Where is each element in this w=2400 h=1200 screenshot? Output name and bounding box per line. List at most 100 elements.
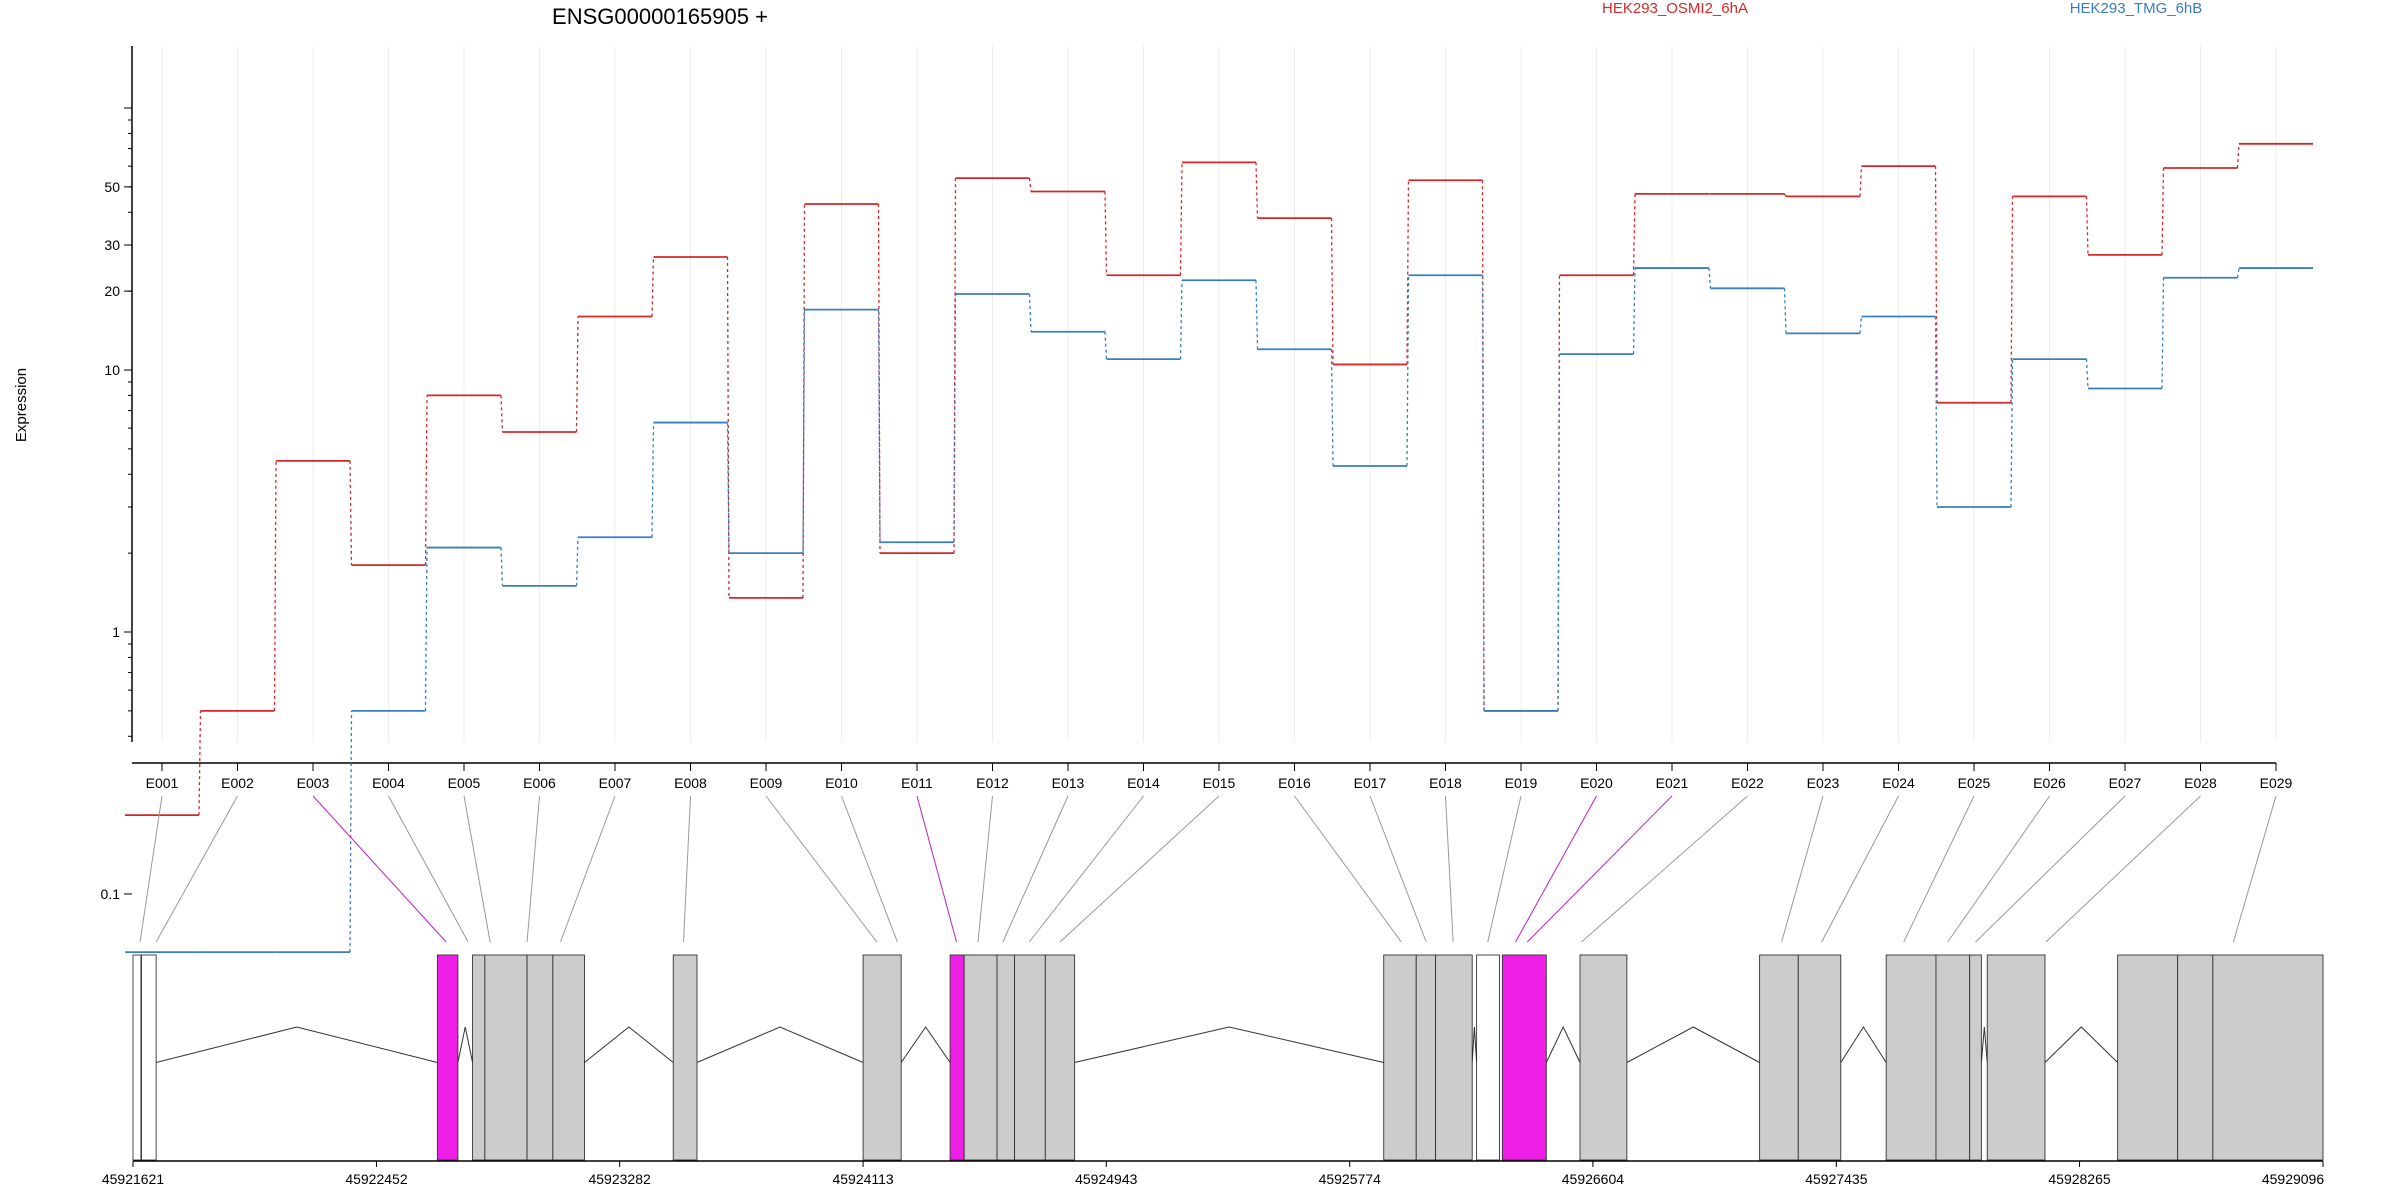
exon-connector-lines xyxy=(139,795,2277,943)
x-tick-label-e003: E003 xyxy=(297,775,330,791)
intron xyxy=(457,1026,474,1063)
series-connector xyxy=(2161,168,2165,255)
series-connector xyxy=(500,547,504,586)
exon-box-gray xyxy=(1579,954,1628,1161)
x-tick-label-e017: E017 xyxy=(1354,775,1387,791)
coordinate-label: 45922452 xyxy=(345,1171,408,1187)
exon-connector xyxy=(1487,795,1522,943)
x-tick-label-e005: E005 xyxy=(448,775,481,791)
series-connector xyxy=(1632,193,1636,276)
y-tick-label: 50 xyxy=(104,179,120,195)
exon-connector xyxy=(1947,795,2050,943)
exon-connector xyxy=(1581,795,1748,943)
intron xyxy=(584,1026,674,1063)
y-tick-label: 30 xyxy=(104,237,120,253)
exon-connector xyxy=(841,795,898,943)
x-tick-label-e029: E029 xyxy=(2260,775,2293,791)
intron xyxy=(900,1026,951,1063)
exon-connector xyxy=(2045,795,2201,943)
exon-connector xyxy=(2232,795,2277,943)
exon-box-white xyxy=(1476,954,1500,1161)
exon-box-white xyxy=(132,954,142,1161)
series-connector xyxy=(1783,193,1787,197)
coordinate-label: 45929096 xyxy=(2262,1171,2325,1187)
x-tick-label-e013: E013 xyxy=(1052,775,1085,791)
series-connector xyxy=(1255,162,1259,219)
x-tick-label-e009: E009 xyxy=(750,775,783,791)
series-connector xyxy=(1179,162,1183,276)
x-tick-label-e023: E023 xyxy=(1807,775,1840,791)
exon-connector xyxy=(1975,795,2126,943)
coordinate-label: 45924943 xyxy=(1075,1171,1138,1187)
x-tick-label-e001: E001 xyxy=(146,775,179,791)
coordinate-label: 45921621 xyxy=(102,1171,165,1187)
series-connector xyxy=(198,710,202,816)
exon-box-gray xyxy=(552,954,585,1161)
intron xyxy=(1840,1026,1887,1063)
exon-connector xyxy=(977,795,993,943)
exon-connector xyxy=(388,795,469,943)
exon-connector xyxy=(1028,795,1144,943)
series-connector xyxy=(2010,196,2014,403)
exon-connector xyxy=(463,795,491,943)
series-connector xyxy=(2236,267,2240,278)
x-tick-label-e011: E011 xyxy=(901,775,933,791)
exon-connector xyxy=(1445,795,1454,943)
series-connector xyxy=(1632,268,1636,355)
series-connector xyxy=(1859,166,1863,197)
exon-box-gray xyxy=(1044,954,1076,1161)
exon-box-gray xyxy=(1435,954,1473,1161)
exon-box-gray xyxy=(672,954,698,1161)
x-tick-label-e028: E028 xyxy=(2184,775,2217,791)
intron xyxy=(1074,1026,1384,1063)
x-tick-label-e025: E025 xyxy=(1958,775,1991,791)
exon-connector xyxy=(155,795,238,943)
exon-box-gray xyxy=(1759,954,1799,1161)
x-tick-label-e016: E016 xyxy=(1278,775,1311,791)
coordinate-label: 45926604 xyxy=(1562,1171,1625,1187)
x-tick-label-e006: E006 xyxy=(523,775,556,791)
exon-connector xyxy=(1781,795,1824,943)
series-connector xyxy=(1330,218,1334,365)
x-axis: E001 E002 E003 E004 E005 E006 E007 E008 E009 E010… xyxy=(132,762,2293,791)
series-connector xyxy=(1406,275,1410,467)
legend-entry-tmg: HEK293_TMG_6hB xyxy=(2070,0,2203,17)
series-connector xyxy=(1708,267,1712,289)
x-tick-label-e019: E019 xyxy=(1505,775,1538,791)
x-tick-label-e022: E022 xyxy=(1731,775,1764,791)
exon-connector xyxy=(1526,795,1673,943)
series-connector xyxy=(651,256,655,317)
series-connector xyxy=(575,537,579,586)
exon-box-gray xyxy=(1885,954,1937,1161)
exon-box-gray xyxy=(996,954,1016,1161)
exon-box-gray xyxy=(1969,954,1982,1161)
x-tick-label-e021: E021 xyxy=(1656,775,1689,791)
series-connector xyxy=(651,422,655,538)
series-connector xyxy=(500,395,504,433)
x-tick-label-e024: E024 xyxy=(1882,775,1915,791)
series-connector xyxy=(1934,316,1938,507)
series-connector xyxy=(1557,354,1561,711)
gene-model xyxy=(132,954,2324,1161)
series-connector xyxy=(1859,316,1863,334)
x-tick-label-e010: E010 xyxy=(825,775,858,791)
exon-box-gray xyxy=(963,954,998,1161)
y-tick-label: 20 xyxy=(104,283,120,299)
series-connector xyxy=(575,316,579,432)
exon-box-gray xyxy=(2177,954,2214,1161)
exon-connector xyxy=(526,795,540,943)
exon-connector xyxy=(916,795,958,943)
x-tick-label-e018: E018 xyxy=(1429,775,1462,791)
exon-connector xyxy=(1515,795,1597,943)
series-connector xyxy=(1104,191,1108,276)
exon-connector xyxy=(1059,795,1220,943)
series-connector xyxy=(1481,275,1485,711)
exon-connector xyxy=(1294,795,1402,943)
series-connector xyxy=(1406,180,1410,365)
x-tick-label-e012: E012 xyxy=(976,775,1009,791)
exon-box-gray xyxy=(2212,954,2324,1161)
intron xyxy=(156,1026,438,1063)
series-connector xyxy=(424,547,428,711)
intron xyxy=(1471,1026,1478,1063)
series-connector xyxy=(802,309,806,554)
